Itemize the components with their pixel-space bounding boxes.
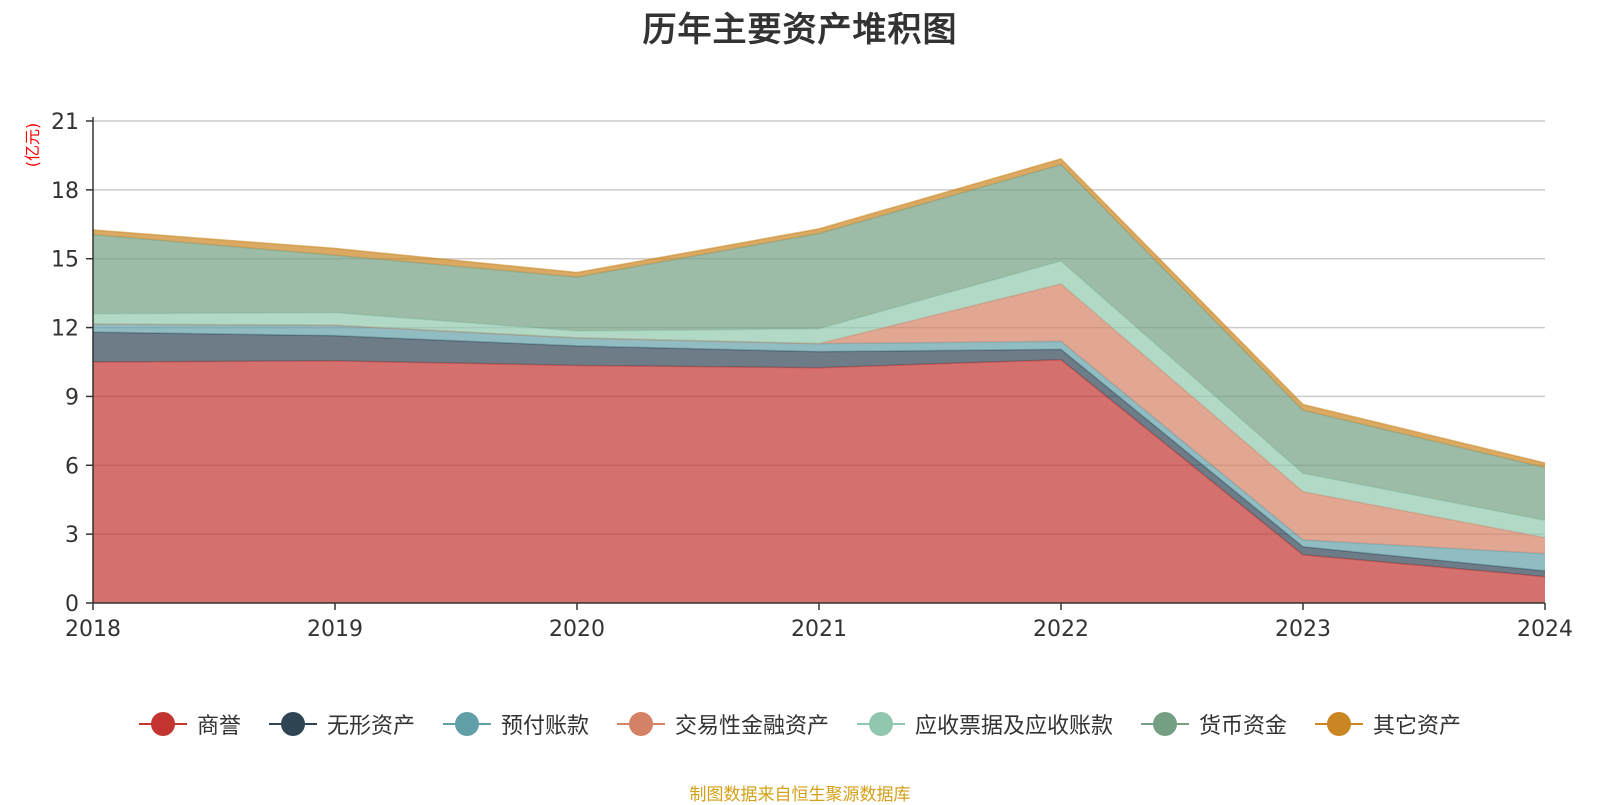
legend: 商誉 无形资产 预付账款 交易性金融资产 应收票据及应收账款 货币资金 其它资产: [0, 708, 1600, 740]
y-tick-label: 12: [51, 317, 79, 342]
y-tick-label: 18: [51, 179, 79, 204]
legend-item[interactable]: 交易性金融资产: [616, 708, 829, 740]
legend-label: 货币资金: [1199, 714, 1288, 739]
data-source-note: 制图数据来自恒生聚源数据库: [689, 785, 911, 805]
legend-marker: [1315, 711, 1364, 737]
legend-label: 预付账款: [500, 714, 589, 739]
legend-marker: [268, 711, 317, 737]
area-商誉: [93, 359, 1545, 603]
y-tick-label: 21: [51, 110, 79, 135]
y-tick-label: 0: [65, 592, 79, 617]
x-tick-label: 2022: [1033, 617, 1089, 642]
y-tick-label: 3: [65, 523, 79, 548]
legend-item[interactable]: 无形资产: [268, 708, 415, 740]
y-tick-label: 9: [65, 385, 79, 410]
area-预付账款: [93, 324, 1545, 571]
area-无形资产: [93, 332, 1545, 577]
area-货币资金: [93, 164, 1545, 521]
legend-label: 商誉: [196, 714, 241, 739]
legend-marker: [442, 711, 491, 737]
x-tick-label: 2024: [1517, 617, 1573, 642]
area-应收票据及应收账款: [93, 261, 1545, 538]
x-tick-label: 2019: [307, 617, 363, 642]
legend-label: 其它资产: [1373, 714, 1462, 739]
legend-marker: [138, 711, 187, 737]
legend-item[interactable]: 货币资金: [1141, 708, 1287, 740]
area-交易性金融资产: [93, 283, 1545, 554]
legend-marker: [1141, 711, 1190, 737]
legend-marker: [857, 711, 905, 737]
x-tick-label: 2023: [1275, 617, 1331, 642]
legend-item[interactable]: 预付账款: [442, 708, 589, 740]
legend-label: 交易性金融资产: [674, 714, 829, 739]
y-tick-label: 6: [65, 454, 79, 479]
legend-item[interactable]: 应收票据及应收账款: [857, 708, 1113, 740]
legend-marker: [616, 711, 665, 737]
x-tick-label: 2020: [549, 617, 605, 642]
x-tick-label: 2018: [65, 617, 121, 642]
line-其它资产: [92, 158, 1546, 464]
y-unit-label: (亿元): [23, 123, 42, 168]
legend-item[interactable]: 商誉: [138, 708, 241, 740]
legend-item[interactable]: 其它资产: [1315, 708, 1461, 740]
legend-label: 无形资产: [326, 714, 415, 739]
y-tick-label: 15: [51, 248, 79, 273]
legend-label: 应收票据及应收账款: [915, 714, 1114, 739]
chart-title: 历年主要资产堆积图: [642, 10, 958, 50]
x-tick-label: 2021: [791, 617, 847, 642]
